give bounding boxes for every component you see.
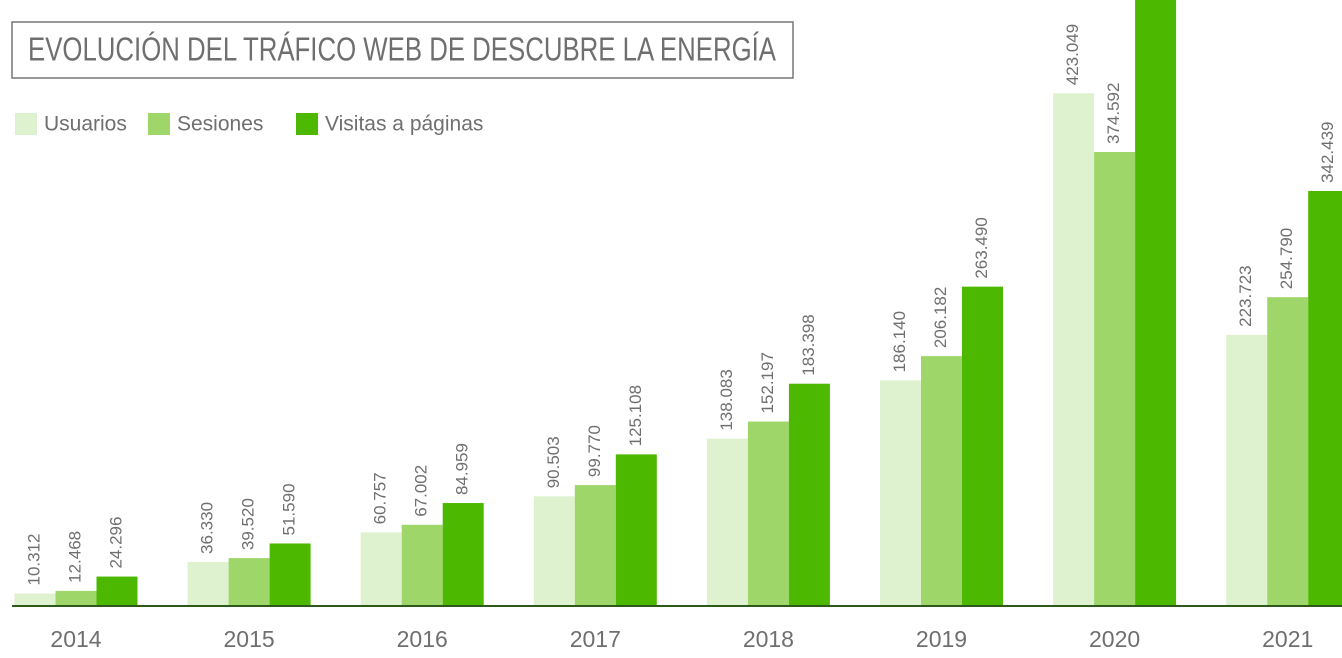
value-label: 51.590 [280,483,299,535]
value-label: 39.520 [239,498,258,550]
bar [880,380,921,606]
value-label: 423.049 [1063,24,1082,85]
bar [360,532,402,606]
x-tick-label: 2019 [916,626,967,652]
bar [921,356,962,606]
value-label: 12.468 [65,531,84,583]
bar [615,454,657,606]
value-label: 254.790 [1277,228,1296,289]
legend-swatch [296,113,318,135]
plot: 10.312 12.468 24.296 36.330 39.520 51.590 60.7… [14,0,1342,607]
value-label: 342.439 [1318,122,1337,183]
value-label: 186.140 [890,311,909,372]
bar [401,524,443,606]
legend-label: Usuarios [44,113,127,136]
value-label: 152.197 [758,352,777,413]
value-label: 206.182 [931,287,950,348]
x-tick-label: 2014 [50,626,101,652]
bar [1135,0,1177,606]
value-label: 84.959 [453,443,472,495]
bar [442,503,484,606]
x-tick-label: 2015 [224,626,275,652]
bar [533,496,575,606]
bar [228,558,270,606]
value-label: 263.490 [972,217,991,278]
value-label: 374.592 [1104,83,1123,144]
bar [1308,190,1342,606]
bar [1094,151,1136,606]
bar [269,543,311,606]
value-label: 183.398 [799,314,818,375]
bar [55,590,97,606]
value-label: 24.296 [106,517,125,569]
bar [1267,297,1309,606]
legend-label: Sesiones [177,113,263,136]
legend-swatch [148,113,170,135]
x-tick-label: 2016 [397,626,448,652]
value-label: 90.503 [544,436,563,488]
value-label: 10.312 [24,534,43,586]
value-label: 99.770 [585,425,604,477]
bar [187,561,229,606]
bar [1053,93,1095,607]
x-tick-label: 2020 [1089,626,1140,652]
chart-title: EVOLUCIÓN DEL TRÁFICO WEB DE DESCUBRE LA… [28,31,776,68]
legend-label: Visitas a páginas [325,113,483,136]
bar [574,485,616,606]
x-tick-label: 2017 [570,626,621,652]
bar [14,593,56,606]
value-label: 138.083 [717,369,736,430]
value-label: 60.757 [371,472,390,524]
bar [962,286,1003,606]
bar [1226,334,1268,606]
legend-swatch [15,113,37,135]
title-box [11,21,794,79]
bar [747,421,789,606]
value-label: 67.002 [412,465,431,517]
value-label: 223.723 [1236,265,1255,326]
bar [788,383,830,606]
x-tick-label: 2018 [743,626,794,652]
value-label: 36.330 [198,502,217,554]
value-label: 125.108 [626,385,645,446]
bar [706,438,748,606]
x-tick-label: 2021 [1262,626,1313,652]
bar [96,576,138,606]
